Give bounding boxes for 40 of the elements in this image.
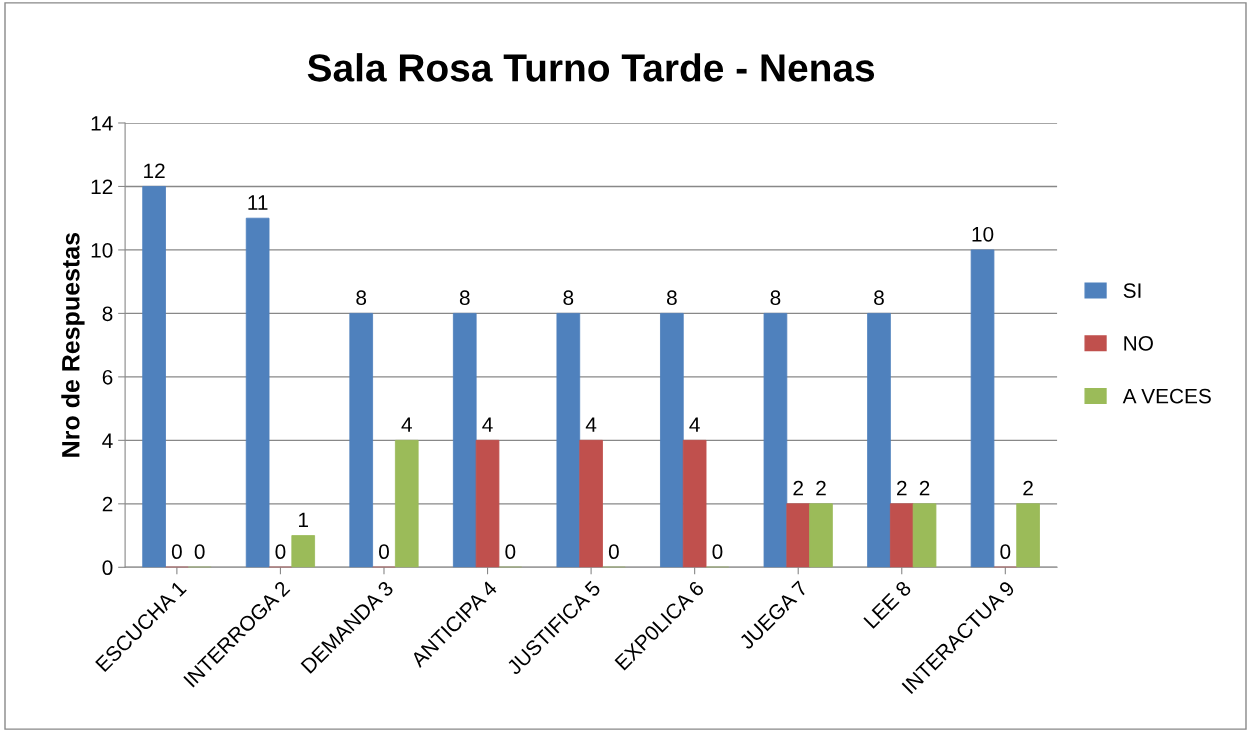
data-label: 8 (459, 290, 470, 306)
data-label: 0 (608, 544, 619, 560)
y-tick-label: 14 (91, 116, 113, 131)
data-label: 8 (770, 290, 781, 306)
data-label: 0 (379, 544, 389, 560)
chart-title: Sala Rosa Turno Tarde - Nenas (307, 53, 875, 82)
data-label: 10 (972, 226, 994, 242)
data-label: 2 (793, 480, 803, 496)
data-label: 0 (275, 544, 286, 560)
legend-label: NO (1124, 335, 1153, 351)
data-label: 4 (689, 417, 700, 432)
data-label: 0 (1000, 544, 1011, 560)
data-label: 8 (666, 290, 677, 306)
y-tick-label: 4 (102, 433, 113, 448)
data-label: 12 (144, 163, 165, 178)
data-label: 4 (482, 417, 493, 432)
data-label: 0 (171, 544, 182, 560)
data-label: 8 (356, 290, 367, 306)
data-label: 4 (401, 417, 412, 432)
data-label: 8 (563, 290, 574, 306)
data-label: 0 (194, 544, 205, 560)
data-label: 0 (712, 544, 723, 560)
legend-label: SI (1123, 283, 1141, 298)
y-axis-title: Nro de Respuestas (61, 232, 85, 457)
y-tick-label: 0 (102, 560, 113, 576)
data-label: 4 (585, 417, 597, 432)
y-tick-label: 8 (102, 306, 113, 322)
data-label: 8 (874, 290, 884, 306)
y-tick-label: 2 (102, 496, 113, 512)
data-label: 1 (299, 512, 308, 528)
data-label: 2 (919, 480, 930, 496)
data-label: 0 (505, 544, 516, 560)
data-label: 2 (816, 480, 826, 496)
legend-label: A VECES (1122, 388, 1211, 404)
data-label: 2 (897, 480, 907, 496)
data-label: 11 (248, 195, 268, 210)
y-tick-label: 12 (91, 179, 113, 194)
data-label: 2 (1023, 480, 1033, 496)
y-tick-label: 6 (102, 369, 113, 385)
y-tick-label: 10 (91, 242, 113, 258)
